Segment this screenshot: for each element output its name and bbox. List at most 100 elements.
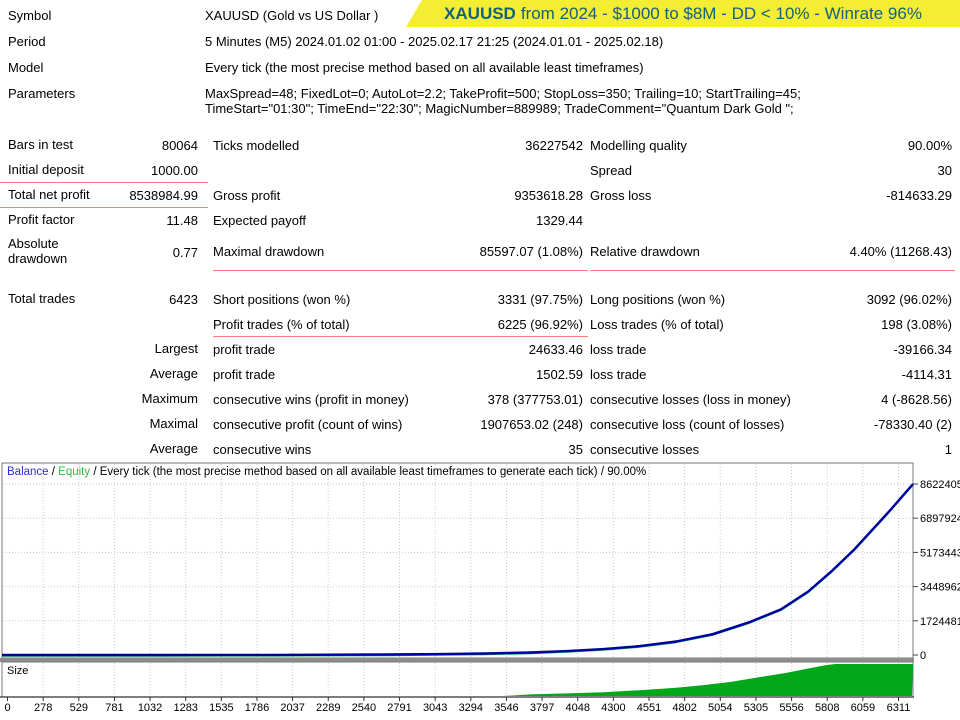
y-axis-label: 1724481 (920, 616, 960, 628)
stat-row: Bars in test 80064 Ticks modelled 36227542 M… (0, 132, 960, 158)
stat-value: 6423 (169, 292, 198, 307)
x-axis-label: 3043 (423, 702, 447, 714)
stat-value: 30 (937, 163, 952, 178)
y-axis-label: 3448962 (920, 582, 960, 594)
stat-cell: Absolute drawdown 0.77 (0, 233, 208, 271)
x-axis-label: 1283 (173, 702, 197, 714)
stat-label: loss trade (590, 367, 647, 382)
stat-row: Total trades 6423 Short positions (won %) 3… (0, 287, 960, 312)
balance-line (2, 483, 914, 657)
x-axis-label: 1032 (138, 702, 162, 714)
info-value: XAUUSD (Gold vs US Dollar ) (205, 8, 379, 23)
stat-cell: Largest (0, 337, 208, 362)
x-axis-label: 5556 (779, 702, 803, 714)
stat-cell: loss trade -39166.34 (590, 337, 955, 362)
stat-cell: Expected payoff 1329.44 (213, 208, 588, 233)
stat-label: Gross profit (213, 188, 281, 203)
stat-value: -78330.40 (2) (873, 417, 952, 432)
stat-label: Maximal (149, 416, 198, 432)
stat-value: 9353618.28 (514, 188, 583, 203)
stat-label: Long positions (won %) (590, 292, 726, 307)
stat-label: Gross loss (590, 188, 652, 203)
x-axis-label: 1786 (245, 702, 269, 714)
info-row-model: Model Every tick (the most precise method… (0, 60, 960, 86)
stat-value: 3331 (97.75%) (497, 292, 583, 307)
info-value: 5 Minutes (M5) 2024.01.02 01:00 - 2025.0… (205, 34, 664, 49)
info-row-parameters: Parameters MaxSpread=48; FixedLot=0; Auto… (0, 86, 960, 122)
report-stats-table: Bars in test 80064 Ticks modelled 36227542 M… (0, 132, 960, 462)
stat-cell: Maximum (0, 387, 208, 412)
stat-value: 1907653.02 (248) (480, 417, 583, 432)
stat-label: Profit factor (8, 212, 75, 228)
plot-area (1, 462, 914, 659)
info-value: MaxSpread=48; FixedLot=0; AutoLot=2.2; T… (205, 86, 801, 116)
x-axis-label: 6059 (851, 702, 875, 714)
stat-value: -814633.29 (886, 188, 952, 203)
stat-value: 1 (944, 442, 952, 457)
stat-row: Maximal consecutive profit (count of wins… (0, 412, 960, 437)
stat-cell: Spread 30 (590, 158, 955, 183)
y-axis-label: 0 (920, 650, 926, 662)
stat-cell (213, 158, 588, 183)
stat-value: 0.77 (172, 244, 198, 260)
stat-label: consecutive loss (count of losses) (590, 417, 785, 432)
stat-value: 8538984.99 (129, 187, 198, 203)
x-axis-label: 5054 (708, 702, 732, 714)
legend-balance: Balance (7, 466, 49, 478)
stat-cell: Total net profit 8538984.99 (0, 183, 208, 208)
x-axis-label: 5305 (744, 702, 768, 714)
x-axis-label: 278 (34, 702, 52, 714)
x-axis-label: 2037 (280, 702, 304, 714)
legend-equity: Equity (58, 466, 91, 478)
x-axis-label: 4802 (672, 702, 696, 714)
info-value: Every tick (the most precise method base… (205, 60, 644, 75)
panel-separator (0, 658, 914, 662)
stat-value: 3092 (96.02%) (866, 292, 952, 307)
x-axis-label: 3294 (459, 702, 483, 714)
x-axis-label: 4551 (637, 702, 661, 714)
stat-cell: Maximal (0, 412, 208, 437)
stat-value: -39166.34 (893, 342, 952, 357)
stat-value: 378 (377753.01) (487, 392, 583, 407)
stat-label: Initial deposit (8, 161, 84, 177)
x-axis-label: 4048 (565, 702, 589, 714)
stat-cell: consecutive wins (profit in money) 378 (3… (213, 387, 588, 412)
stat-row: Largest profit trade 24633.46 loss trade -39… (0, 337, 960, 362)
stat-cell: Average (0, 362, 208, 387)
x-axis-label: 3546 (494, 702, 518, 714)
size-area (503, 664, 913, 696)
promo-banner: XAUUSD from 2024 - $1000 to $8M - DD < 1… (406, 0, 960, 27)
legend-sep: / (48, 466, 59, 478)
stat-row: Maximum consecutive wins (profit in money… (0, 387, 960, 412)
stat-value: 4 (-8628.56) (881, 392, 952, 407)
stat-cell: loss trade -4114.31 (590, 362, 955, 387)
size-panel-label: Size (7, 665, 28, 677)
stat-label: Ticks modelled (213, 137, 300, 153)
x-axis-label: 1535 (209, 702, 233, 714)
x-axis-label: 781 (105, 702, 123, 714)
stat-value: 6225 (96.92%) (497, 316, 583, 332)
stat-value: 80064 (161, 137, 198, 153)
stat-cell: Bars in test 80064 (0, 132, 208, 158)
stat-value: 24633.46 (528, 342, 583, 357)
x-axis-label: 2540 (352, 702, 376, 714)
stat-cell: Initial deposit 1000.00 (0, 158, 208, 183)
stat-label: Maximum (141, 391, 198, 407)
stat-label: loss trade (590, 342, 647, 357)
stat-value: 198 (3.08%) (881, 317, 952, 332)
stat-cell: consecutive loss (count of losses) -78330… (590, 412, 955, 437)
stat-label: Modelling quality (590, 137, 687, 153)
stat-label: consecutive wins (213, 442, 312, 457)
stat-cell: Ticks modelled 36227542 (213, 132, 588, 158)
stat-value: -4114.31 (901, 367, 952, 382)
stat-label: Total net profit (8, 186, 90, 202)
stat-label: Largest (154, 341, 198, 357)
stat-cell: Total trades 6423 (0, 287, 208, 312)
stat-value: 4.40% (11268.43) (849, 244, 952, 259)
x-axis-label: 4300 (601, 702, 625, 714)
banner-text: from 2024 - $1000 to $8M - DD < 10% - Wi… (520, 3, 922, 23)
info-row-period: Period 5 Minutes (M5) 2024.01.02 01:00 - … (0, 34, 960, 60)
stat-cell (590, 208, 955, 233)
stat-label: consecutive losses (loss in money) (590, 392, 791, 407)
